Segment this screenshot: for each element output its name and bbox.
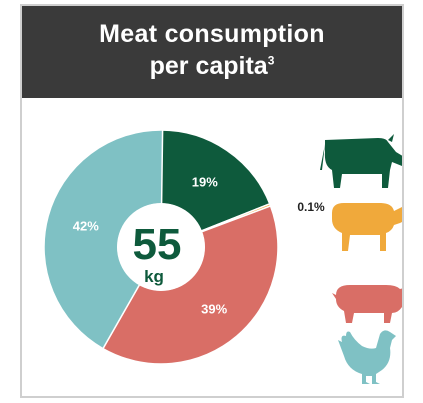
title-line-2: per capita3 xyxy=(22,52,402,81)
donut-chart: 55 kg 19% 0.1% 39% 42% xyxy=(43,129,402,384)
slice-label-sheep: 0.1% xyxy=(297,200,325,214)
slice-label-cattle: 19% xyxy=(192,174,218,189)
slice-label-chicken: 42% xyxy=(73,218,99,233)
footnote-mark: 3 xyxy=(267,53,275,68)
slice-labels: 19% 0.1% 39% 42% xyxy=(73,174,325,316)
slice-label-pig: 39% xyxy=(201,301,227,316)
header-bar: Meat consumption per capita3 xyxy=(22,6,402,98)
donut-hole xyxy=(117,203,205,291)
center-total-unit: kg xyxy=(144,267,164,286)
infographic-card: Meat consumption per capita3 55 kg 19% 0.… xyxy=(20,4,404,398)
chicken-icon xyxy=(338,330,396,384)
donut-slices xyxy=(43,129,279,365)
cow-icon xyxy=(320,134,402,188)
sheep-icon xyxy=(332,203,402,251)
center-total-value: 55 xyxy=(133,220,182,269)
title-line-1: Meat consumption xyxy=(99,20,325,48)
title-line-2-text: per capita xyxy=(149,52,268,80)
pig-icon xyxy=(332,285,402,323)
